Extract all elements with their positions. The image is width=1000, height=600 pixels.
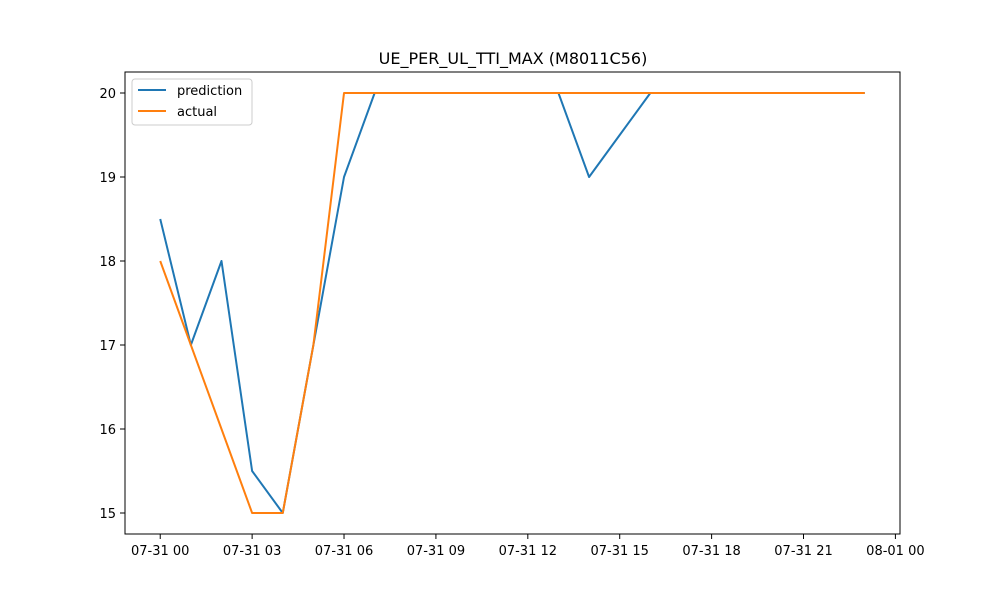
x-tick-label: 07-31 18	[682, 544, 740, 559]
series-line-actual	[159, 92, 865, 514]
legend-label-prediction: prediction	[177, 84, 242, 99]
plot-area-frame	[124, 71, 901, 535]
x-tick-label: 07-31 03	[223, 544, 281, 559]
x-tick-label: 07-31 21	[774, 544, 832, 559]
x-tick-label: 07-31 00	[131, 544, 189, 559]
x-tick-label: 07-31 15	[590, 544, 648, 559]
series-line-prediction	[159, 92, 865, 514]
y-tick-label: 15	[99, 507, 116, 522]
y-axis: 15 16 17 18 19 20	[99, 87, 125, 522]
y-tick-label: 17	[99, 339, 116, 354]
legend-label-actual: actual	[177, 105, 217, 120]
x-axis: 07-31 00 07-31 03 07-31 06 07-31 09 07-31 12…	[131, 534, 925, 559]
legend: prediction actual	[131, 78, 253, 126]
x-tick-label: 08-01 00	[866, 544, 924, 559]
plot-lines	[159, 92, 865, 514]
x-tick-label: 07-31 06	[315, 544, 373, 559]
x-tick-label: 07-31 12	[499, 544, 557, 559]
y-tick-label: 18	[99, 255, 116, 270]
chart-title: UE_PER_UL_TTI_MAX (M8011C56)	[379, 49, 648, 69]
x-tick-label: 07-31 09	[407, 544, 465, 559]
y-tick-label: 20	[99, 87, 116, 102]
y-tick-label: 19	[99, 171, 116, 186]
y-tick-label: 16	[99, 423, 116, 438]
